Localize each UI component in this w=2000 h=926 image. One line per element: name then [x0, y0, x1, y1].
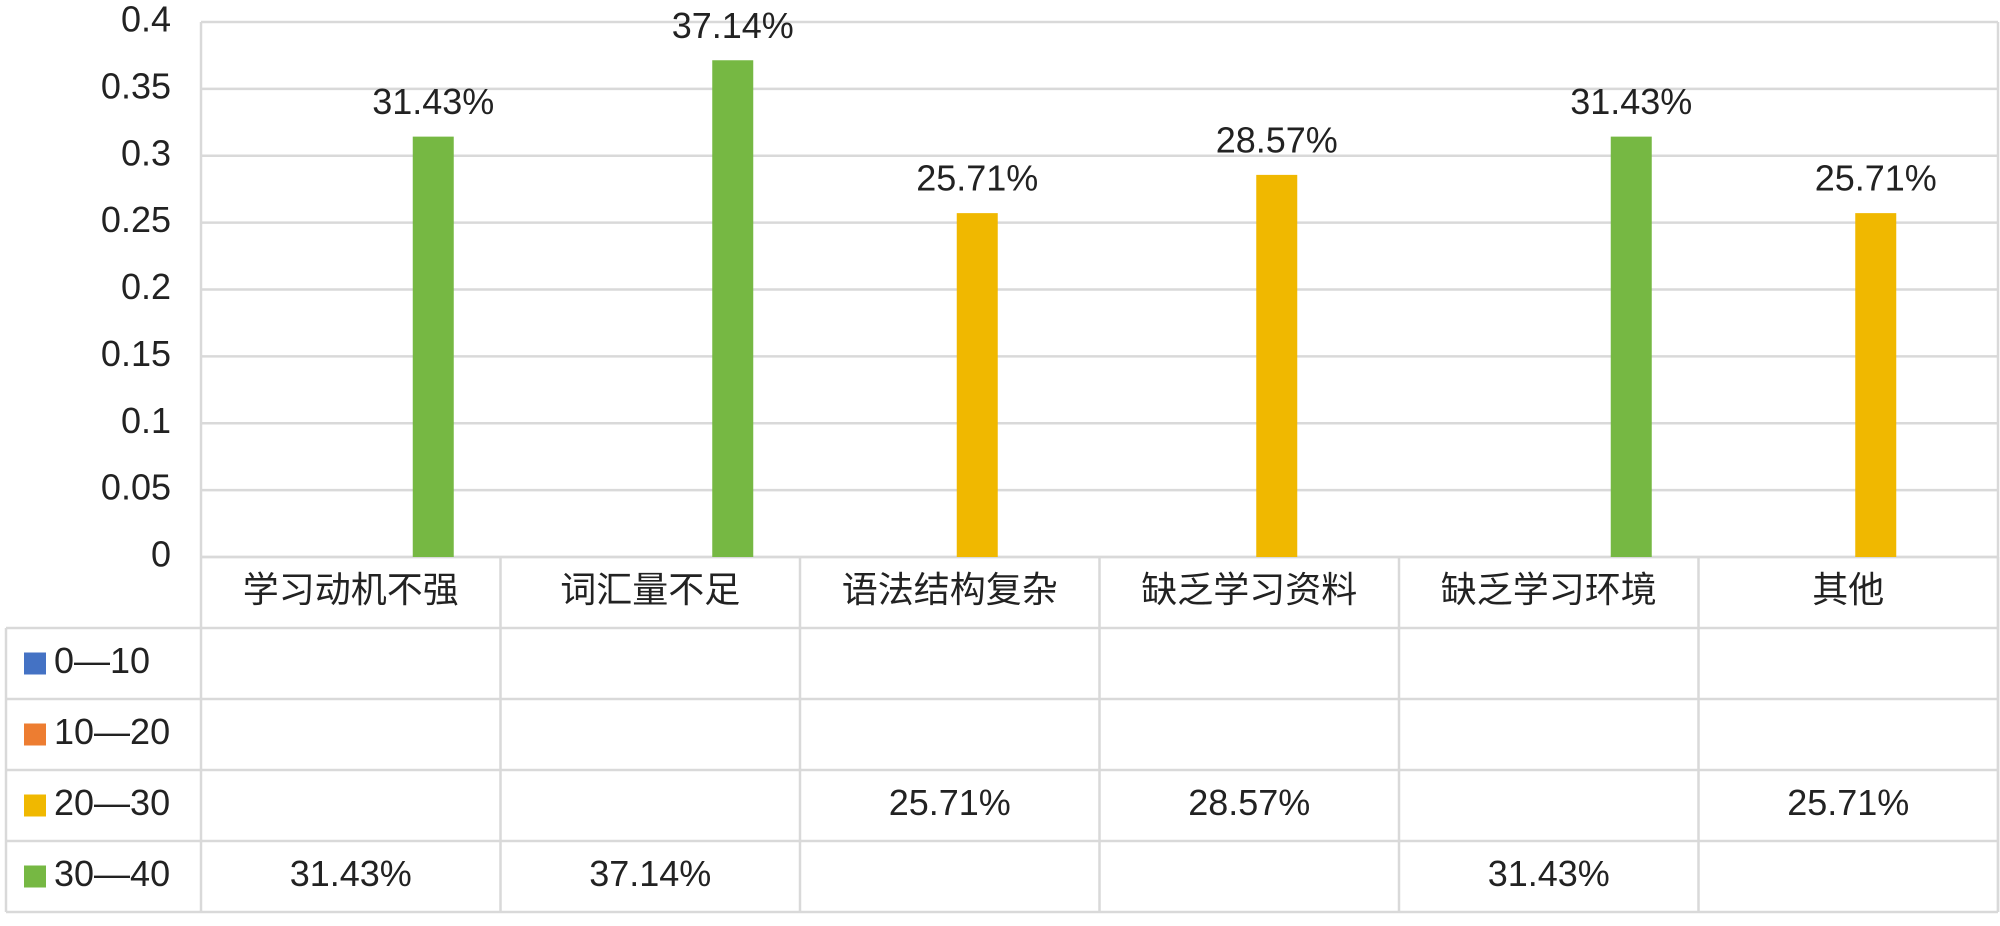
legend-label: 30—40 [54, 853, 170, 894]
bar [1855, 213, 1897, 557]
bar [1610, 136, 1652, 557]
bar [1256, 174, 1298, 557]
y-tick-label: 0 [151, 534, 171, 575]
legend-label: 20—30 [54, 782, 170, 823]
bar [956, 213, 998, 557]
data-label: 37.14% [672, 5, 794, 46]
legend-swatch [24, 794, 46, 817]
x-tick-label: 缺乏学习资料 [1141, 569, 1357, 610]
table-cell: 25.71% [889, 782, 1011, 823]
legend-swatch [24, 652, 46, 675]
table-cell: 28.57% [1188, 782, 1310, 823]
x-tick-label: 语法结构复杂 [842, 569, 1058, 610]
data-label: 28.57% [1216, 119, 1338, 160]
y-tick-label: 0.4 [121, 0, 171, 40]
bar [712, 60, 754, 557]
legend-swatch [24, 723, 46, 746]
data-label: 31.43% [372, 81, 494, 122]
data-label: 31.43% [1570, 81, 1692, 122]
bar [412, 136, 454, 557]
x-tick-label: 词汇量不足 [560, 569, 740, 610]
table-cell: 31.43% [1488, 853, 1610, 894]
table-cell: 31.43% [290, 853, 412, 894]
data-label: 25.71% [1815, 158, 1937, 199]
y-tick-label: 0.3 [121, 132, 171, 173]
y-tick-label: 0.35 [101, 65, 171, 106]
y-tick-label: 0.2 [121, 266, 171, 307]
y-tick-label: 0.25 [101, 199, 171, 240]
x-tick-label: 学习动机不强 [243, 569, 459, 610]
legend-swatch [24, 865, 46, 888]
y-tick-label: 0.05 [101, 467, 171, 508]
y-tick-label: 0.15 [101, 333, 171, 374]
legend-label: 10—20 [54, 711, 170, 752]
data-label: 25.71% [916, 158, 1038, 199]
y-tick-label: 0.1 [121, 400, 171, 441]
legend-label: 0—10 [54, 640, 150, 681]
table-cell: 37.14% [589, 853, 711, 894]
table-cell: 25.71% [1787, 782, 1909, 823]
x-tick-label: 其他 [1812, 569, 1884, 610]
x-tick-label: 缺乏学习环境 [1441, 569, 1657, 610]
